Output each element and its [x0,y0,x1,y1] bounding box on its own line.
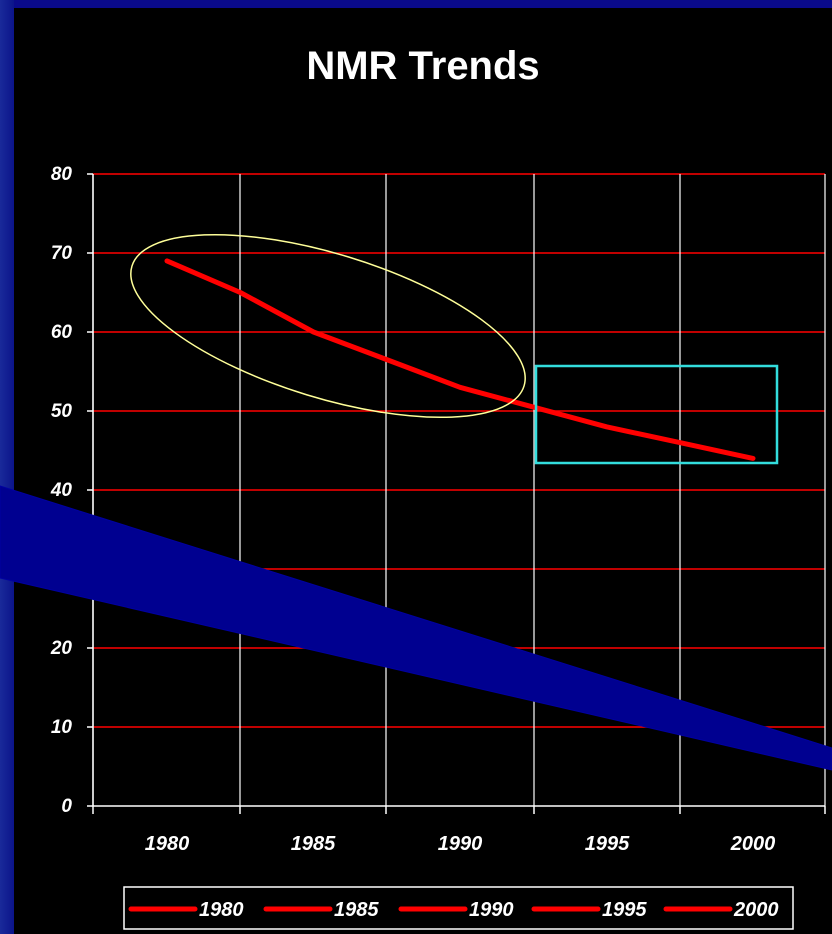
legend: 1980 1985 1990 1995 2000 [123,886,794,930]
y-tick-label: 20 [50,638,73,659]
legend-label: 1980 [199,899,244,921]
axes [87,173,826,814]
x-tick-label: 1985 [291,833,336,855]
chart-title: NMR Trends [306,44,540,88]
slide-frame-left [0,0,14,934]
y-tick-label: 50 [51,401,73,422]
x-tick-label: 1995 [585,833,630,855]
annotation-layer [130,233,779,465]
x-tick-label: 1980 [145,833,190,855]
legend-label: 1985 [334,899,379,921]
y-tick-labels: 01020304050607080 [50,164,73,817]
ellipse-annotation [130,233,526,419]
diagonal-band [0,485,832,771]
legend-label: 1990 [469,899,514,921]
legend-label: 1995 [602,899,647,921]
x-tick-labels: 1980 1985 1990 1995 2000 [145,833,776,855]
series-line [164,258,756,461]
y-tick-label: 0 [61,796,72,817]
slide-frame-top [0,0,832,8]
box-annotation [534,364,779,465]
x-tick-label: 1990 [438,833,483,855]
y-tick-label: 80 [51,164,73,185]
y-tick-label: 40 [50,480,73,501]
slide-panel [14,8,832,934]
y-tick-label: 70 [51,243,73,264]
y-tick-label: 60 [51,322,73,343]
legend-label: 2000 [733,899,779,921]
y-tick-label: 10 [51,717,73,738]
series-layer [164,258,756,461]
diagonal-band-layer [0,485,832,771]
x-tick-label: 2000 [730,833,776,855]
